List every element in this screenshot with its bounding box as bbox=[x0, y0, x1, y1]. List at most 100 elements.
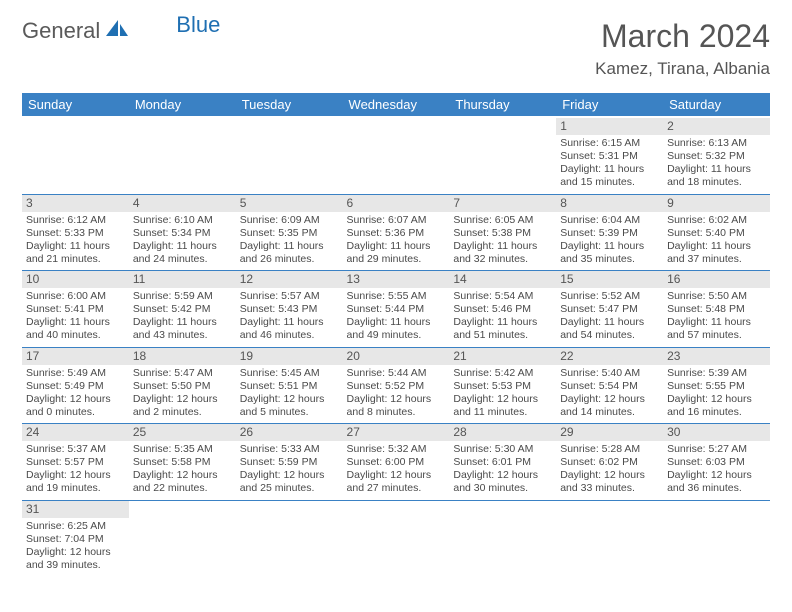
daylight-text: Daylight: 11 hours bbox=[453, 240, 552, 253]
calendar-week: 3Sunrise: 6:12 AMSunset: 5:33 PMDaylight… bbox=[22, 194, 770, 271]
calendar-day-cell bbox=[556, 500, 663, 576]
sunset-text: Sunset: 7:04 PM bbox=[26, 533, 125, 546]
sunrise-text: Sunrise: 5:47 AM bbox=[133, 367, 232, 380]
daylight-text: Daylight: 12 hours bbox=[26, 546, 125, 559]
day-detail: Sunrise: 6:13 AMSunset: 5:32 PMDaylight:… bbox=[667, 137, 766, 190]
sunrise-text: Sunrise: 5:32 AM bbox=[347, 443, 446, 456]
daylight-text: and 21 minutes. bbox=[26, 253, 125, 266]
calendar-day-cell: 8Sunrise: 6:04 AMSunset: 5:39 PMDaylight… bbox=[556, 194, 663, 271]
daylight-text: Daylight: 12 hours bbox=[453, 393, 552, 406]
daylight-text: and 32 minutes. bbox=[453, 253, 552, 266]
brand-word-1: General bbox=[22, 18, 100, 44]
day-detail: Sunrise: 6:05 AMSunset: 5:38 PMDaylight:… bbox=[453, 214, 552, 267]
daylight-text: Daylight: 12 hours bbox=[667, 393, 766, 406]
daylight-text: and 30 minutes. bbox=[453, 482, 552, 495]
sunrise-text: Sunrise: 5:45 AM bbox=[240, 367, 339, 380]
sunrise-text: Sunrise: 5:35 AM bbox=[133, 443, 232, 456]
weekday-header: Sunday bbox=[22, 93, 129, 117]
calendar-week: 10 Sunrise: 6:00 AMSunset: 5:41 PMDayligh… bbox=[22, 271, 770, 348]
day-number: 9 bbox=[663, 195, 770, 212]
sunset-text: Sunset: 5:39 PM bbox=[560, 227, 659, 240]
day-detail: Sunrise: 6:10 AMSunset: 5:34 PMDaylight:… bbox=[133, 214, 232, 267]
calendar-day-cell: 20Sunrise: 5:44 AMSunset: 5:52 PMDayligh… bbox=[343, 347, 450, 424]
calendar-day-cell: 18Sunrise: 5:47 AMSunset: 5:50 PMDayligh… bbox=[129, 347, 236, 424]
daylight-text: and 14 minutes. bbox=[560, 406, 659, 419]
calendar-day-cell: 17Sunrise: 5:49 AMSunset: 5:49 PMDayligh… bbox=[22, 347, 129, 424]
calendar-day-cell: 14Sunrise: 5:54 AMSunset: 5:46 PMDayligh… bbox=[449, 271, 556, 348]
calendar-day-cell: 5Sunrise: 6:09 AMSunset: 5:35 PMDaylight… bbox=[236, 194, 343, 271]
calendar-day-cell: 28 Sunrise: 5:30 AMSunset: 6:01 PMDayligh… bbox=[449, 424, 556, 501]
weekday-header: Saturday bbox=[663, 93, 770, 117]
daylight-text: Daylight: 11 hours bbox=[347, 316, 446, 329]
daylight-text: Daylight: 12 hours bbox=[560, 393, 659, 406]
day-number: 3 bbox=[22, 195, 129, 212]
day-detail: Sunrise: 5:30 AMSunset: 6:01 PMDaylight:… bbox=[453, 443, 552, 496]
sunrise-text: Sunrise: 6:15 AM bbox=[560, 137, 659, 150]
calendar-day-cell: 11Sunrise: 5:59 AMSunset: 5:42 PMDayligh… bbox=[129, 271, 236, 348]
daylight-text: and 51 minutes. bbox=[453, 329, 552, 342]
daylight-text: Daylight: 11 hours bbox=[667, 240, 766, 253]
day-detail: Sunrise: 5:42 AMSunset: 5:53 PMDaylight:… bbox=[453, 367, 552, 420]
sunset-text: Sunset: 6:03 PM bbox=[667, 456, 766, 469]
calendar-day-cell: 30Sunrise: 5:27 AMSunset: 6:03 PMDayligh… bbox=[663, 424, 770, 501]
sunrise-text: Sunrise: 6:10 AM bbox=[133, 214, 232, 227]
calendar-day-cell bbox=[236, 117, 343, 194]
daylight-text: and 25 minutes. bbox=[240, 482, 339, 495]
brand-logo: General Blue bbox=[22, 18, 220, 44]
calendar-day-cell: 16Sunrise: 5:50 AMSunset: 5:48 PMDayligh… bbox=[663, 271, 770, 348]
daylight-text: and 29 minutes. bbox=[347, 253, 446, 266]
day-detail: Sunrise: 5:27 AMSunset: 6:03 PMDaylight:… bbox=[667, 443, 766, 496]
day-number: 25 bbox=[129, 424, 236, 441]
daylight-text: and 8 minutes. bbox=[347, 406, 446, 419]
daylight-text: Daylight: 12 hours bbox=[133, 393, 232, 406]
sunrise-text: Sunrise: 5:40 AM bbox=[560, 367, 659, 380]
sunset-text: Sunset: 5:33 PM bbox=[26, 227, 125, 240]
day-detail: Sunrise: 6:00 AMSunset: 5:41 PMDaylight:… bbox=[26, 290, 125, 343]
daylight-text: Daylight: 12 hours bbox=[560, 469, 659, 482]
daylight-text: Daylight: 12 hours bbox=[26, 469, 125, 482]
daylight-text: Daylight: 11 hours bbox=[560, 163, 659, 176]
daylight-text: Daylight: 12 hours bbox=[453, 469, 552, 482]
day-detail: Sunrise: 5:37 AMSunset: 5:57 PMDaylight:… bbox=[26, 443, 125, 496]
day-number: 10 bbox=[22, 271, 129, 288]
sunrise-text: Sunrise: 6:25 AM bbox=[26, 520, 125, 533]
weekday-header: Monday bbox=[129, 93, 236, 117]
day-number: 16 bbox=[663, 271, 770, 288]
sunrise-text: Sunrise: 6:13 AM bbox=[667, 137, 766, 150]
daylight-text: Daylight: 11 hours bbox=[453, 316, 552, 329]
calendar-day-cell: 21Sunrise: 5:42 AMSunset: 5:53 PMDayligh… bbox=[449, 347, 556, 424]
day-detail: Sunrise: 5:57 AMSunset: 5:43 PMDaylight:… bbox=[240, 290, 339, 343]
sunrise-text: Sunrise: 5:50 AM bbox=[667, 290, 766, 303]
calendar-table: SundayMondayTuesdayWednesdayThursdayFrid… bbox=[22, 93, 770, 576]
daylight-text: and 11 minutes. bbox=[453, 406, 552, 419]
day-number: 11 bbox=[129, 271, 236, 288]
day-number: 8 bbox=[556, 195, 663, 212]
daylight-text: and 57 minutes. bbox=[667, 329, 766, 342]
day-number: 28 bbox=[449, 424, 556, 441]
day-number: 15 bbox=[556, 271, 663, 288]
daylight-text: and 2 minutes. bbox=[133, 406, 232, 419]
sunset-text: Sunset: 5:54 PM bbox=[560, 380, 659, 393]
daylight-text: and 35 minutes. bbox=[560, 253, 659, 266]
calendar-day-cell: 19Sunrise: 5:45 AMSunset: 5:51 PMDayligh… bbox=[236, 347, 343, 424]
calendar-day-cell bbox=[129, 500, 236, 576]
daylight-text: Daylight: 11 hours bbox=[26, 316, 125, 329]
day-number: 4 bbox=[129, 195, 236, 212]
daylight-text: and 26 minutes. bbox=[240, 253, 339, 266]
daylight-text: Daylight: 12 hours bbox=[133, 469, 232, 482]
calendar-week: 24Sunrise: 5:37 AMSunset: 5:57 PMDayligh… bbox=[22, 424, 770, 501]
sunrise-text: Sunrise: 6:04 AM bbox=[560, 214, 659, 227]
sunset-text: Sunset: 5:42 PM bbox=[133, 303, 232, 316]
day-number: 1 bbox=[556, 118, 663, 135]
sunrise-text: Sunrise: 5:28 AM bbox=[560, 443, 659, 456]
daylight-text: Daylight: 11 hours bbox=[133, 240, 232, 253]
day-number: 12 bbox=[236, 271, 343, 288]
calendar-day-cell bbox=[129, 117, 236, 194]
calendar-day-cell: 29Sunrise: 5:28 AMSunset: 6:02 PMDayligh… bbox=[556, 424, 663, 501]
day-number: 17 bbox=[22, 348, 129, 365]
day-detail: Sunrise: 5:32 AMSunset: 6:00 PMDaylight:… bbox=[347, 443, 446, 496]
daylight-text: Daylight: 11 hours bbox=[26, 240, 125, 253]
sunrise-text: Sunrise: 6:09 AM bbox=[240, 214, 339, 227]
day-number: 18 bbox=[129, 348, 236, 365]
calendar-day-cell: 25Sunrise: 5:35 AMSunset: 5:58 PMDayligh… bbox=[129, 424, 236, 501]
